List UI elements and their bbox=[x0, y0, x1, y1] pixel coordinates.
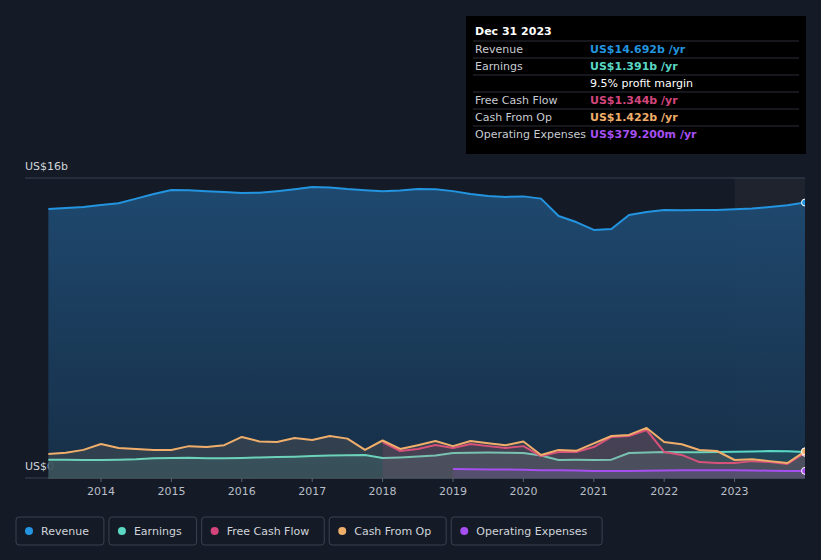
series-area bbox=[48, 428, 805, 478]
annotation-title: Dec 31 2023 bbox=[475, 25, 552, 38]
x-tick bbox=[382, 478, 383, 482]
x-tick bbox=[241, 478, 242, 482]
legend-label: Free Cash Flow bbox=[227, 525, 310, 538]
x-tick bbox=[312, 478, 313, 482]
x-tick bbox=[523, 478, 524, 482]
annotation-box bbox=[466, 16, 806, 154]
series-line bbox=[48, 187, 805, 230]
x-tick bbox=[734, 478, 735, 482]
x-tick-label: 2021 bbox=[580, 485, 608, 498]
annotation-label: Revenue bbox=[475, 43, 523, 56]
annotation-separator bbox=[473, 58, 799, 59]
x-tick-label: 2022 bbox=[650, 485, 678, 498]
x-tick-label: 2014 bbox=[87, 485, 115, 498]
legend-item: Revenue bbox=[16, 517, 104, 545]
plot-area bbox=[48, 187, 805, 478]
x-tick-label: 2016 bbox=[228, 485, 256, 498]
annotation-value: US$1.344b /yr bbox=[590, 94, 678, 107]
annotation-separator bbox=[473, 75, 799, 76]
x-tick-label: 2020 bbox=[509, 485, 537, 498]
x-tick bbox=[593, 478, 594, 482]
series-area bbox=[453, 469, 805, 478]
x-tick-label: 2017 bbox=[298, 485, 326, 498]
x-tick-label: 2015 bbox=[157, 485, 185, 498]
end-point bbox=[802, 199, 806, 206]
y-tick-label: US$16b bbox=[25, 160, 68, 173]
series-area bbox=[48, 187, 805, 478]
annotation-value: 9.5% profit margin bbox=[590, 77, 693, 90]
legend-label: Cash From Op bbox=[354, 525, 431, 538]
legend-box bbox=[451, 517, 602, 545]
annotation-value: US$14.692b /yr bbox=[590, 43, 686, 56]
legend-box bbox=[109, 517, 197, 545]
annotation-separator bbox=[473, 126, 799, 127]
annotation-label: Earnings bbox=[475, 60, 523, 73]
legend-item: Operating Expenses bbox=[451, 517, 602, 545]
annotation-label: Free Cash Flow bbox=[475, 94, 558, 107]
legend-swatch bbox=[25, 527, 33, 535]
annotation-separator bbox=[473, 41, 799, 42]
x-tick bbox=[171, 478, 172, 482]
annotation-separator bbox=[473, 92, 799, 93]
legend-box bbox=[202, 517, 325, 545]
legend-box bbox=[16, 517, 104, 545]
end-point bbox=[802, 448, 806, 455]
background bbox=[0, 0, 821, 560]
chart: US$0US$16b201420152016201720182019202020… bbox=[0, 0, 821, 560]
legend-label: Revenue bbox=[41, 525, 89, 538]
legend-label: Operating Expenses bbox=[476, 525, 587, 538]
legend-item: Earnings bbox=[109, 517, 197, 545]
legend-swatch bbox=[118, 527, 126, 535]
legend-box bbox=[329, 517, 446, 545]
legend-swatch bbox=[338, 527, 346, 535]
annotation-separator bbox=[473, 109, 799, 110]
annotation-label: Cash From Op bbox=[475, 111, 552, 124]
legend-item: Free Cash Flow bbox=[202, 517, 325, 545]
series-line bbox=[453, 469, 805, 471]
end-point bbox=[802, 467, 806, 474]
x-tick bbox=[664, 478, 665, 482]
x-tick-label: 2019 bbox=[439, 485, 467, 498]
legend-swatch bbox=[211, 527, 219, 535]
annotation-value: US$379.200m /yr bbox=[590, 128, 697, 141]
x-tick-label: 2018 bbox=[369, 485, 397, 498]
legend-item: Cash From Op bbox=[329, 517, 446, 545]
grid-line bbox=[25, 178, 805, 179]
legend-label: Earnings bbox=[134, 525, 182, 538]
legend-swatch bbox=[460, 527, 468, 535]
annotation-value: US$1.422b /yr bbox=[590, 111, 678, 124]
annotation-label: Operating Expenses bbox=[475, 128, 586, 141]
x-tick bbox=[101, 478, 102, 482]
series-line bbox=[48, 428, 805, 463]
x-tick bbox=[453, 478, 454, 482]
annotation-value: US$1.391b /yr bbox=[590, 60, 678, 73]
x-tick-label: 2023 bbox=[721, 485, 749, 498]
